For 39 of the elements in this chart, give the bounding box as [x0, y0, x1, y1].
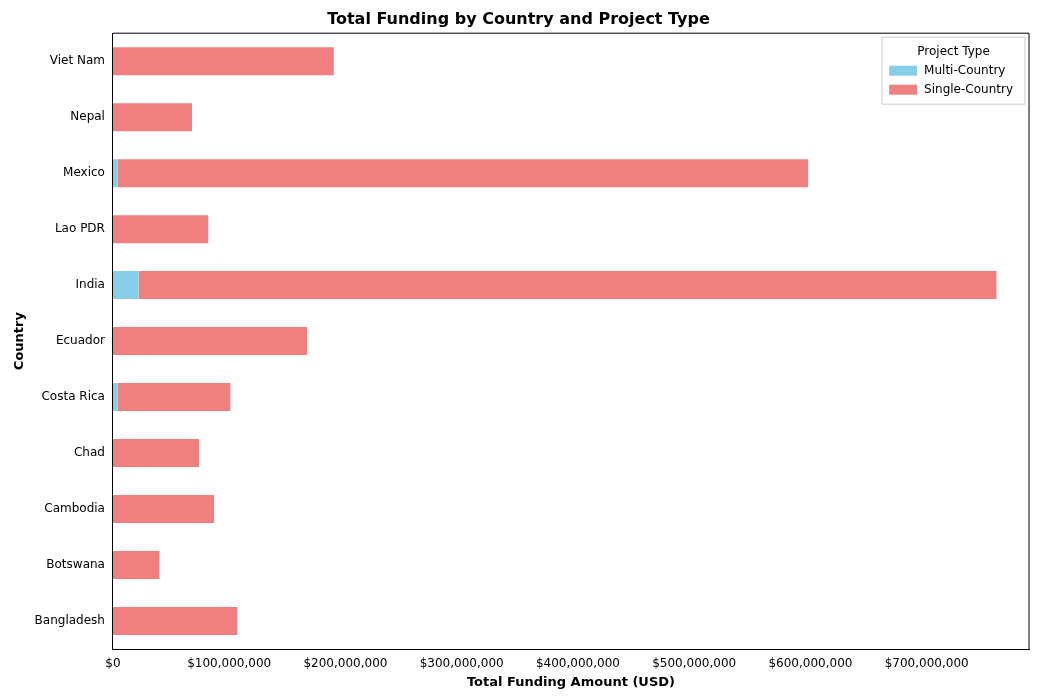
chart-title: Total Funding by Country and Project Type: [327, 8, 710, 28]
x-tick-label: $500,000,000: [652, 656, 737, 671]
y-tick-label: Costa Rica: [41, 389, 105, 404]
y-tick-label: Bangladesh: [34, 613, 105, 628]
bar: [112, 215, 209, 244]
y-tick-label: Mexico: [63, 165, 105, 180]
x-tick-label: $600,000,000: [768, 656, 853, 671]
legend-label: Multi-Country: [924, 62, 1006, 77]
y-tick-label: Cambodia: [44, 501, 105, 516]
x-tick-label: $200,000,000: [303, 656, 388, 671]
legend-label: Single-Country: [924, 81, 1014, 96]
bar: [112, 551, 160, 580]
bar: [112, 271, 139, 300]
x-tick-label: $100,000,000: [187, 656, 272, 671]
y-tick-label: Lao PDR: [54, 221, 105, 236]
x-tick-label: $700,000,000: [884, 656, 969, 671]
bar: [117, 383, 231, 412]
x-tick-label: $400,000,000: [535, 656, 620, 671]
bar: [112, 159, 118, 188]
y-tick-label: Chad: [73, 445, 105, 460]
bar: [112, 327, 308, 356]
bar: [138, 271, 997, 300]
bar: [112, 103, 192, 132]
bar: [112, 47, 334, 76]
y-tick-label: India: [75, 277, 105, 292]
bar: [112, 607, 238, 636]
y-tick-label: Nepal: [70, 109, 105, 124]
x-axis-title: Total Funding Amount (USD): [466, 673, 675, 689]
x-tick-label: $0: [105, 656, 121, 671]
bar: [117, 159, 809, 188]
bar: [112, 439, 199, 468]
x-tick-label: $300,000,000: [419, 656, 504, 671]
y-tick-label: Viet Nam: [49, 53, 105, 68]
y-tick-label: Botswana: [46, 557, 105, 572]
bar: [112, 495, 215, 524]
bar: [112, 383, 118, 412]
y-axis-title: Country: [11, 311, 27, 371]
legend-title: Project Type: [917, 43, 990, 58]
y-tick-label: Ecuador: [55, 333, 106, 348]
